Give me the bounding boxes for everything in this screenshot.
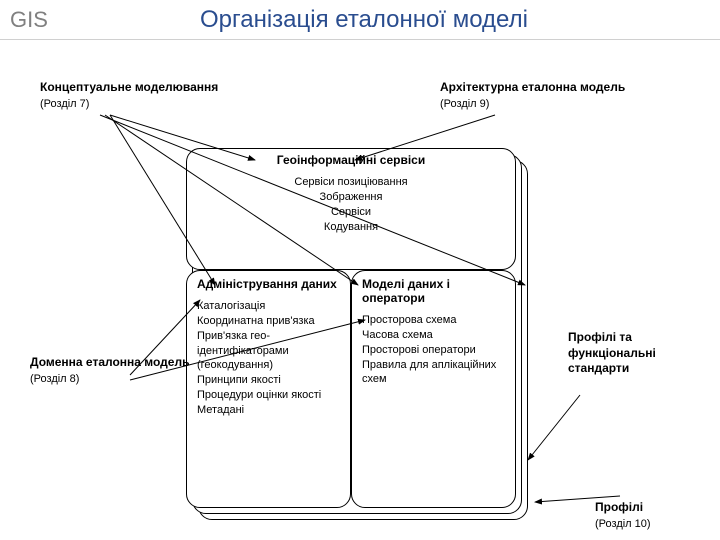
geo-services-box: Геоінформаційні сервіси Сервіси позиціюв… bbox=[186, 148, 516, 270]
geo-services-header: Геоінформаційні сервіси bbox=[187, 149, 515, 171]
geo-services-body: Сервіси позиціюванняЗображенняСервісиКод… bbox=[187, 171, 515, 238]
label-arch: Архітектурна еталонна модель (Розділ 9) bbox=[440, 80, 625, 111]
label-conceptual: Концептуальне моделювання (Розділ 7) bbox=[40, 80, 218, 111]
page-title: Організація еталонної моделі bbox=[200, 6, 528, 34]
label-domain: Доменна еталонна модель (Розділ 8) bbox=[30, 355, 189, 386]
label-profiles: Профілі (Розділ 10) bbox=[595, 500, 651, 531]
admin-box: Адміністрування даних КаталогізаціяКоорд… bbox=[186, 270, 351, 508]
models-header: Моделі даних і оператори bbox=[352, 271, 515, 311]
gis-label: GIS bbox=[10, 7, 200, 33]
label-profiles-func: Профілі та функціональні стандарти bbox=[568, 330, 656, 377]
models-box: Моделі даних і оператори Просторова схем… bbox=[351, 270, 516, 508]
models-body: Просторова схемаЧасова схемаПросторові о… bbox=[352, 311, 515, 389]
admin-header: Адміністрування даних bbox=[187, 271, 350, 297]
admin-body: КаталогізаціяКоординатна прив'язкаПрив'я… bbox=[187, 297, 350, 420]
diagram-canvas: Геоінформаційні сервіси Сервіси позиціюв… bbox=[0, 40, 720, 540]
